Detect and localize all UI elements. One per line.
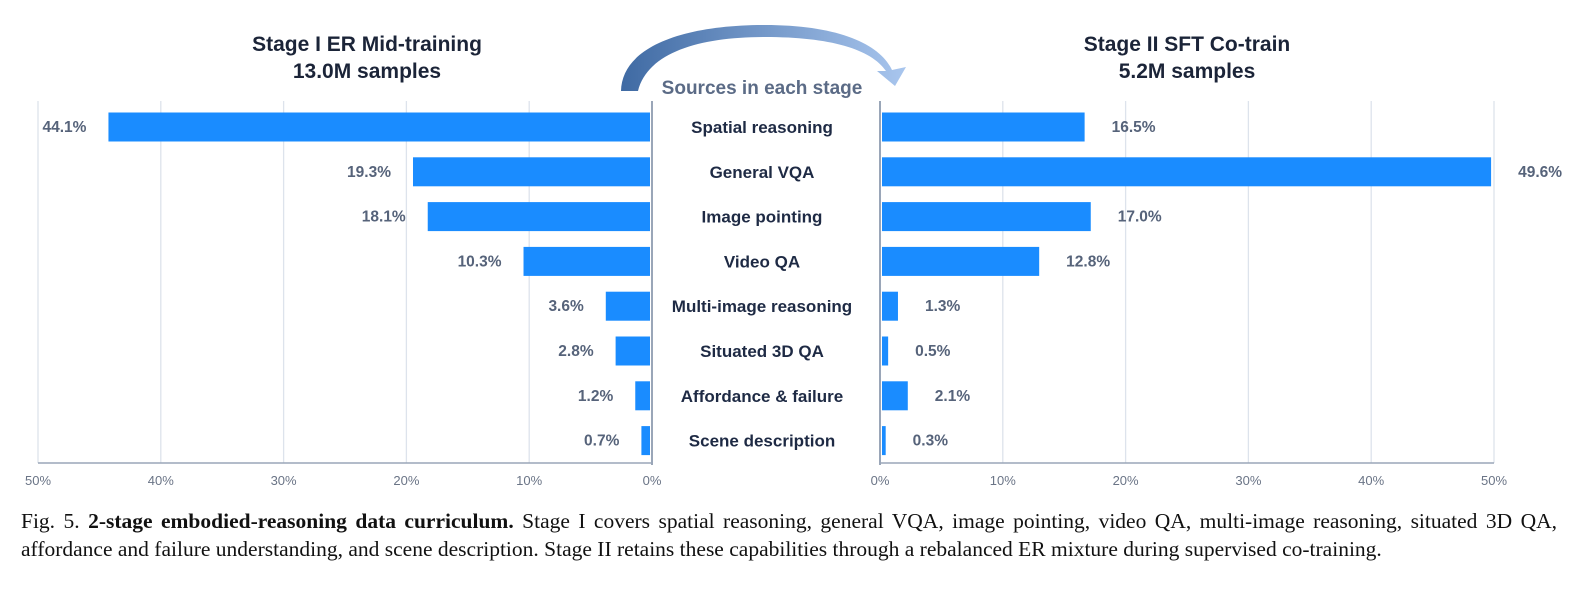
category-label: Image pointing <box>702 208 823 227</box>
figure-caption: Fig. 5. 2-stage embodied-reasoning data … <box>21 507 1557 563</box>
bars-layer <box>108 112 1492 456</box>
value-label-1: 2.8% <box>558 343 594 360</box>
center-header: Sources in each stage <box>662 78 863 99</box>
bar-2 <box>882 202 1091 232</box>
value-label-1: 18.1% <box>362 209 406 226</box>
tick-label-1: 30% <box>271 473 297 488</box>
value-label-1: 0.7% <box>584 433 620 450</box>
category-label: Affordance & failure <box>681 387 843 406</box>
value-label-1: 1.2% <box>578 388 614 405</box>
tick-label-2: 10% <box>990 473 1016 488</box>
text-layer: Stage I ER Mid-training 13.0M samples Stag… <box>25 33 1562 488</box>
tick-label-1: 20% <box>393 473 419 488</box>
bar-1 <box>605 291 650 321</box>
bar-1 <box>523 246 650 276</box>
tick-label-2: 0% <box>871 473 890 488</box>
bar-2 <box>882 112 1085 142</box>
value-label-2: 49.6% <box>1518 164 1562 181</box>
bar-1 <box>108 112 650 142</box>
tick-label-2: 20% <box>1113 473 1139 488</box>
bar-2 <box>882 291 898 321</box>
caption-prefix: Fig. 5. <box>21 509 89 533</box>
value-label-1: 19.3% <box>347 164 391 181</box>
bar-1 <box>427 202 650 232</box>
tick-label-2: 30% <box>1235 473 1261 488</box>
bar-2 <box>882 246 1040 276</box>
bar-1 <box>412 157 650 187</box>
caption-text: Stage I covers spatial reasoning, genera… <box>21 509 1558 561</box>
chart-svg: Stage I ER Mid-training 13.0M samples Stag… <box>25 25 1562 488</box>
panel-title-1: Stage I ER Mid-training <box>252 33 482 56</box>
grid-layer <box>37 101 1495 465</box>
value-label-2: 0.3% <box>913 433 949 450</box>
bar-2 <box>882 381 908 411</box>
value-label-2: 16.5% <box>1112 119 1156 136</box>
panel-subtitle-1: 13.0M samples <box>293 60 441 83</box>
tick-label-1: 10% <box>516 473 542 488</box>
tick-label-1: 50% <box>25 473 51 488</box>
value-label-1: 44.1% <box>42 119 86 136</box>
category-label: Spatial reasoning <box>691 118 833 137</box>
chart: Stage I ER Mid-training 13.0M samples Stag… <box>25 25 1562 488</box>
caption-bold-title: 2-stage embodied-reasoning data curricul… <box>88 509 514 533</box>
category-label: Multi-image reasoning <box>672 297 852 316</box>
bar-1 <box>635 381 650 411</box>
bar-1 <box>641 426 650 456</box>
tick-label-2: 50% <box>1481 473 1507 488</box>
value-label-1: 3.6% <box>548 298 584 315</box>
value-label-2: 2.1% <box>935 388 971 405</box>
category-label: General VQA <box>710 163 815 182</box>
category-label: Scene description <box>689 432 835 451</box>
bar-2 <box>882 157 1492 187</box>
tick-label-2: 40% <box>1358 473 1384 488</box>
panel-title-2: Stage II SFT Co-train <box>1084 33 1291 56</box>
value-label-1: 10.3% <box>458 253 502 270</box>
tick-label-1: 0% <box>643 473 662 488</box>
bar-2 <box>882 336 889 366</box>
bar-2 <box>882 426 886 456</box>
value-label-2: 1.3% <box>925 298 961 315</box>
tick-label-1: 40% <box>148 473 174 488</box>
bar-1 <box>615 336 650 366</box>
value-label-2: 0.5% <box>915 343 951 360</box>
category-label: Video QA <box>724 252 800 271</box>
panel-subtitle-2: 5.2M samples <box>1119 60 1256 83</box>
value-label-2: 17.0% <box>1118 209 1162 226</box>
value-label-2: 12.8% <box>1066 253 1110 270</box>
stage-transition-arrow-icon <box>621 25 906 91</box>
category-label: Situated 3D QA <box>700 342 824 361</box>
